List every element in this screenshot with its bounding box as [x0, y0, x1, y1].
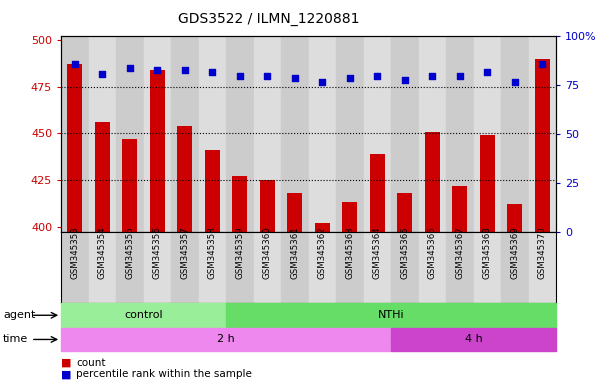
Bar [281, 232, 309, 303]
Text: NTHi: NTHi [378, 310, 404, 320]
Point [538, 61, 547, 67]
Bar [61, 328, 391, 351]
Text: time: time [3, 334, 28, 344]
Text: percentile rank within the sample: percentile rank within the sample [76, 369, 252, 379]
Bar [226, 303, 556, 327]
Bar [446, 36, 474, 232]
Bar [391, 328, 556, 351]
Bar [144, 232, 171, 303]
Bar [171, 36, 199, 232]
Point [153, 67, 163, 73]
Point [318, 78, 327, 84]
Bar [425, 132, 440, 232]
Bar [419, 232, 446, 303]
Bar [397, 193, 412, 232]
Bar [370, 154, 385, 232]
Bar [480, 135, 495, 232]
Point [482, 69, 492, 75]
Point [98, 71, 108, 77]
Bar [260, 180, 275, 232]
Bar [61, 232, 89, 303]
Bar [61, 303, 226, 327]
Point [373, 73, 382, 79]
Bar [452, 186, 467, 232]
Bar [529, 36, 556, 232]
Bar [89, 232, 116, 303]
Point [70, 61, 79, 67]
Bar [144, 36, 171, 232]
Bar [89, 36, 116, 232]
Point [263, 73, 273, 79]
Bar [171, 232, 199, 303]
Bar [287, 193, 302, 232]
Bar [95, 122, 110, 232]
Bar [446, 232, 474, 303]
Bar [309, 36, 336, 232]
Bar [232, 176, 247, 232]
Bar [391, 36, 419, 232]
Bar [122, 139, 137, 232]
Bar [529, 232, 556, 303]
Bar [535, 59, 550, 232]
Text: count: count [76, 358, 106, 368]
Text: ■: ■ [61, 369, 71, 379]
Bar [254, 232, 281, 303]
Text: ■: ■ [61, 358, 71, 368]
Bar [315, 223, 330, 232]
Point [427, 73, 437, 79]
Bar [342, 202, 357, 232]
Text: control: control [124, 310, 163, 320]
Point [510, 78, 519, 84]
Point [125, 65, 134, 71]
Bar [391, 232, 419, 303]
Point [235, 73, 244, 79]
Bar [205, 150, 220, 232]
Bar [150, 70, 165, 232]
Point [345, 74, 354, 81]
Bar [67, 65, 82, 232]
Bar [61, 36, 89, 232]
Bar [199, 232, 226, 303]
Bar [116, 36, 144, 232]
Text: GDS3522 / ILMN_1220881: GDS3522 / ILMN_1220881 [178, 12, 360, 25]
Bar [177, 126, 192, 232]
Bar [364, 36, 391, 232]
Bar [474, 36, 501, 232]
Point [180, 67, 189, 73]
Bar [336, 232, 364, 303]
Bar [501, 36, 529, 232]
Point [207, 69, 218, 75]
Point [400, 76, 409, 83]
Bar [226, 232, 254, 303]
Point [290, 74, 300, 81]
Bar [281, 36, 309, 232]
Bar [199, 36, 226, 232]
Bar [364, 232, 391, 303]
Bar [309, 232, 336, 303]
Bar [116, 232, 144, 303]
Bar [254, 36, 281, 232]
Text: 2 h: 2 h [217, 334, 235, 344]
Point [455, 73, 464, 79]
Bar [419, 36, 446, 232]
Bar [336, 36, 364, 232]
Bar [501, 232, 529, 303]
Text: agent: agent [3, 310, 35, 320]
Bar [474, 232, 501, 303]
Bar [226, 36, 254, 232]
Text: 4 h: 4 h [464, 334, 483, 344]
Bar [507, 204, 522, 232]
